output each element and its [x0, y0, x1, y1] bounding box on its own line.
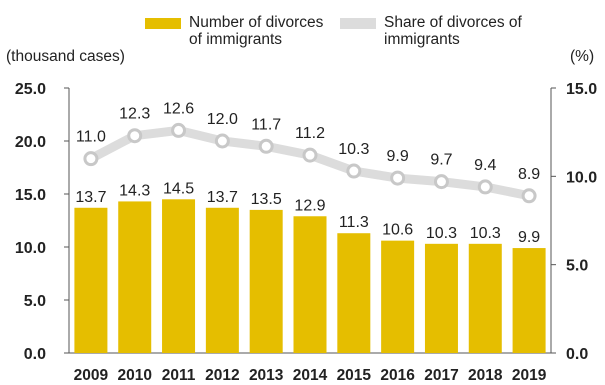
x-tick-label: 2013: [249, 367, 284, 384]
share-value-label: 9.4: [474, 157, 496, 174]
bar-2013: [249, 209, 283, 353]
legend-label-line: Share of divorces of immigrants: [384, 14, 522, 48]
bar-2015: [337, 233, 371, 353]
right-tick-label: 15.0: [566, 81, 597, 98]
share-point-2019: [521, 188, 537, 204]
bar-value-label: 13.7: [207, 189, 238, 206]
share-value-label: 10.3: [338, 141, 369, 158]
share-point-2012: [214, 133, 230, 149]
x-tick-label: 2014: [293, 367, 328, 384]
share-point-2013: [258, 138, 274, 154]
bar-value-label: 10.3: [426, 225, 457, 242]
bar-value-label: 13.7: [75, 189, 106, 206]
legend-label-bars: Number of divorces of immigrants: [189, 14, 324, 48]
left-tick-label: 25.0: [15, 81, 46, 98]
x-tick-label: 2019: [512, 367, 547, 384]
bar-value-label: 14.5: [163, 180, 194, 197]
left-tick-label: 5.0: [24, 293, 46, 310]
legend-item-bars: Number of divorces of immigrants: [145, 14, 339, 48]
left-tick-label: 20.0: [15, 134, 46, 151]
x-tick-label: 2016: [380, 367, 415, 384]
share-value-label: 11.2: [295, 125, 325, 142]
left-tick-label: 10.0: [15, 240, 46, 257]
share-point-2011: [171, 122, 187, 138]
right-tick-label: 10.0: [566, 169, 597, 186]
right-axis-unit: (%): [570, 48, 595, 65]
bar-value-label: 12.9: [294, 197, 325, 214]
share-value-label: 9.7: [430, 152, 452, 169]
share-point-2014: [302, 147, 318, 163]
share-value-label: 11.7: [251, 116, 281, 133]
x-tick-label: 2018: [468, 367, 503, 384]
bar-value-label: 13.5: [251, 191, 282, 208]
share-point-2016: [390, 170, 406, 186]
share-point-2018: [477, 179, 493, 195]
share-point-2009: [83, 151, 99, 167]
bar-value-label: 9.9: [518, 229, 540, 246]
left-axis-unit: (thousand cases): [6, 48, 125, 65]
bar-2011: [162, 199, 196, 353]
left-tick-label: 15.0: [15, 187, 46, 204]
bar-2010: [118, 201, 152, 353]
share-value-label: 12.6: [163, 100, 194, 117]
share-value-label: 9.9: [387, 148, 409, 165]
x-tick-label: 2010: [117, 367, 151, 384]
share-point-2010: [127, 128, 143, 144]
share-value-label: 12.3: [119, 106, 150, 123]
share-value-label: 12.0: [207, 111, 238, 128]
right-tick-label: 5.0: [566, 258, 588, 275]
bar-value-label: 11.3: [339, 214, 369, 231]
share-value-label: 11.0: [76, 129, 106, 146]
legend-swatch-bars: [145, 18, 181, 29]
left-tick-label: 0.0: [24, 346, 46, 363]
legend: Number of divorces of immigrants Share o…: [0, 14, 605, 56]
bar-2019: [512, 248, 546, 353]
x-tick-label: 2012: [205, 367, 239, 384]
x-tick-label: 2015: [337, 367, 372, 384]
bar-2016: [381, 240, 415, 353]
bar-value-label: 10.6: [382, 222, 413, 239]
bar-2014: [293, 216, 327, 353]
bar-2017: [424, 243, 458, 353]
share-point-2015: [346, 163, 362, 179]
legend-swatch-line: [340, 18, 376, 29]
bar-2018: [468, 243, 502, 353]
share-value-label: 8.9: [518, 166, 540, 183]
x-tick-label: 2011: [162, 367, 196, 384]
legend-item-line: Share of divorces of immigrants: [340, 14, 534, 48]
right-tick-label: 0.0: [566, 346, 588, 363]
x-tick-label: 2009: [74, 367, 109, 384]
bar-2012: [205, 207, 239, 353]
bar-2009: [74, 207, 108, 353]
bar-value-label: 14.3: [119, 182, 150, 199]
x-tick-label: 2017: [424, 367, 458, 384]
share-point-2017: [433, 174, 449, 190]
bar-value-label: 10.3: [470, 225, 501, 242]
